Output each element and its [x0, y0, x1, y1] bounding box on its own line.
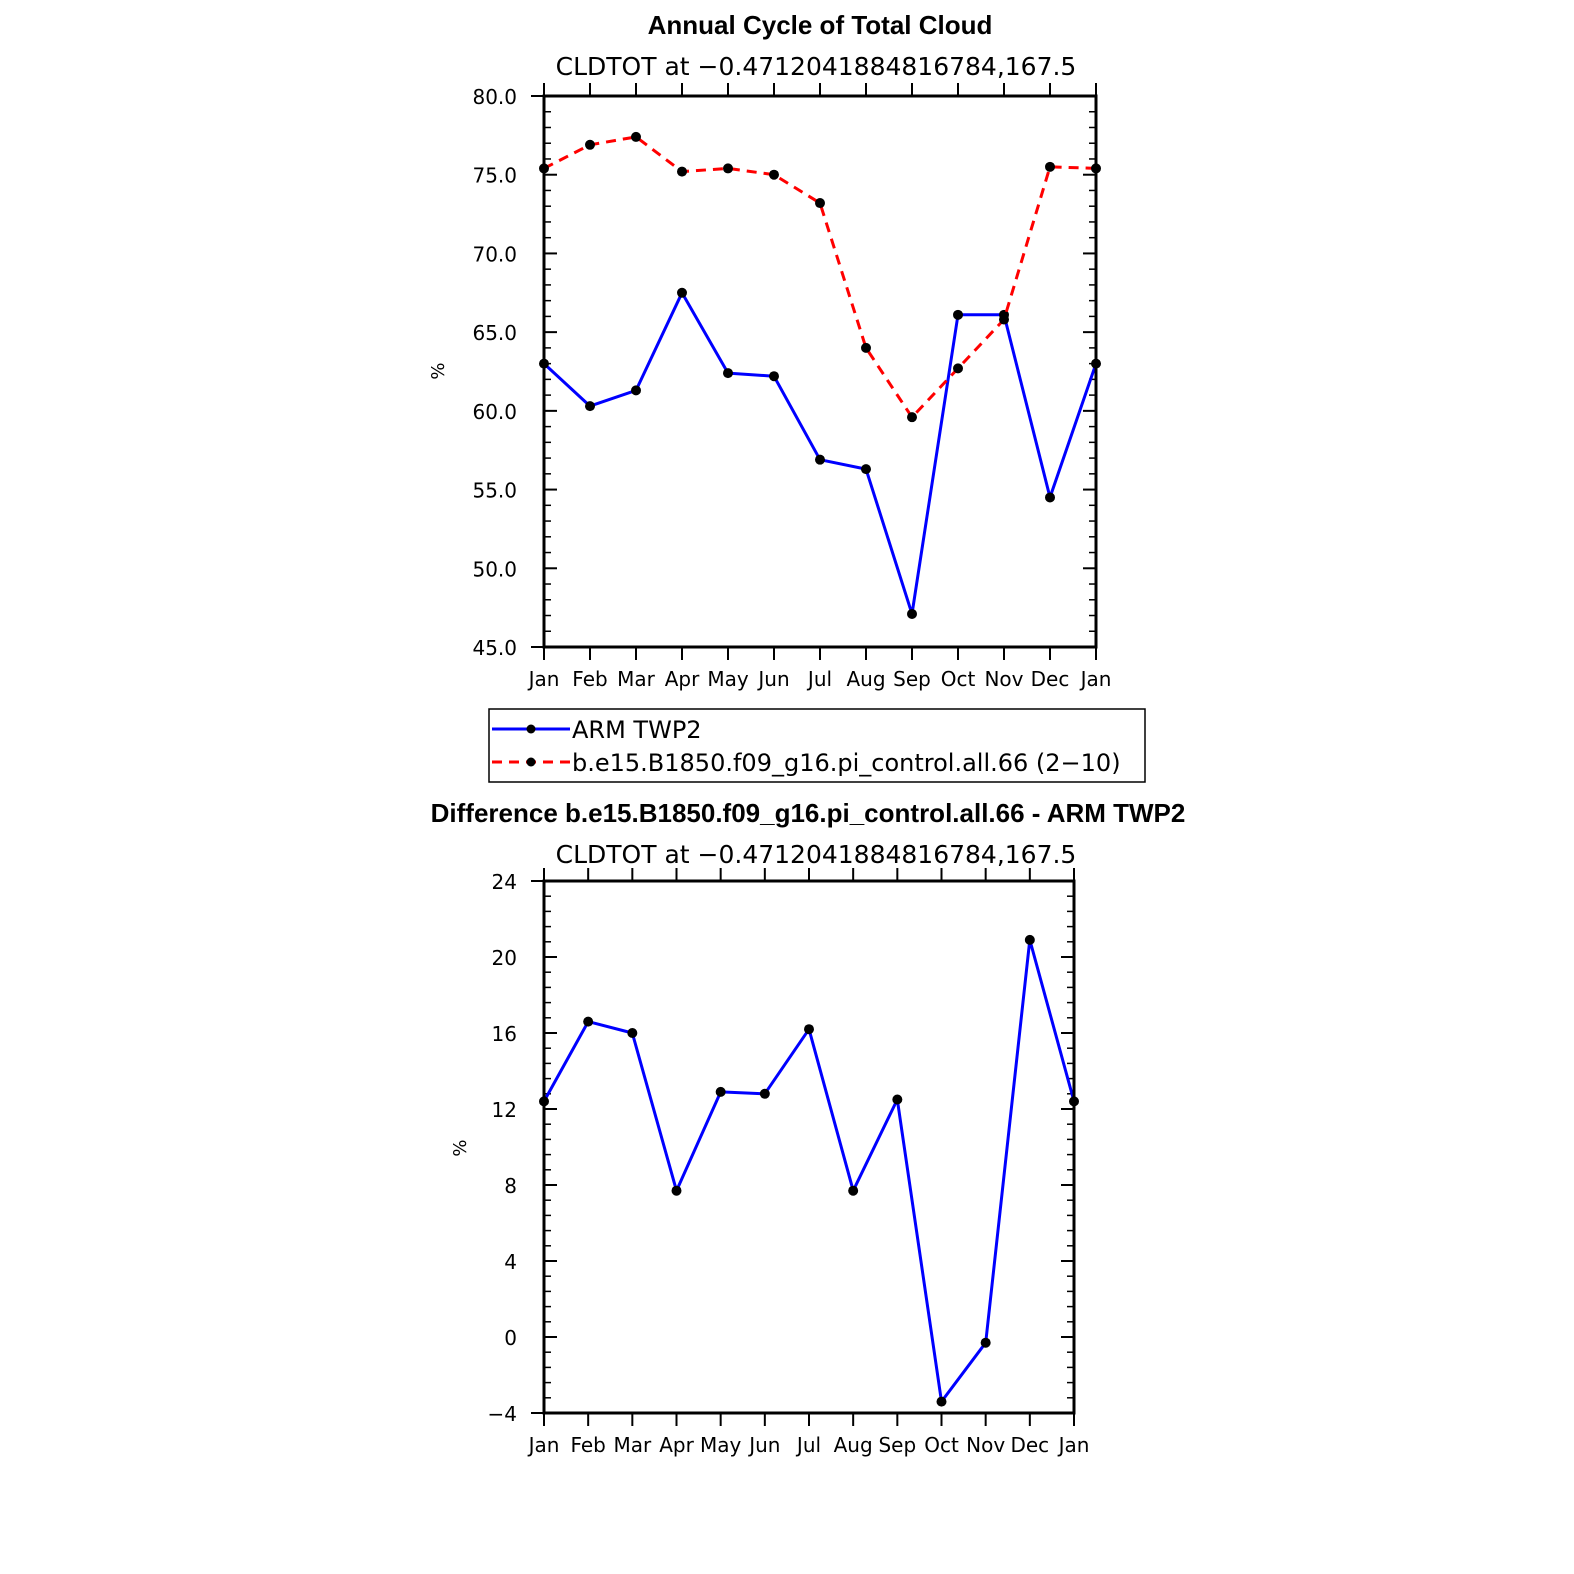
series-point-0	[804, 1024, 814, 1035]
x-tick-label: Mar	[613, 1433, 652, 1457]
annual-cycle-chart: Annual Cycle of Total Cloud CLDTOT at −0…	[428, 10, 1146, 783]
x-tick-label: Nov	[966, 1433, 1005, 1457]
x-tick-label: Jan	[527, 1433, 560, 1457]
plot-frame	[542, 94, 1098, 649]
x-tick-label: Jan	[527, 667, 560, 691]
series-point-1	[815, 198, 825, 209]
chart-subtitle: CLDTOT at −0.4712041884816784,167.5	[556, 52, 1077, 81]
series-line-1	[543, 135, 1097, 419]
series-point-0	[861, 464, 871, 475]
legend-box	[488, 708, 1146, 783]
y-tick-label: 80.0	[472, 85, 517, 109]
series-point-0	[715, 1086, 726, 1097]
y-tick-label: 8	[504, 1174, 517, 1198]
series-point-0	[1024, 934, 1035, 945]
x-tick-label: Nov	[984, 667, 1023, 691]
series-point-1	[953, 363, 963, 374]
y-tick-label: 55.0	[472, 479, 517, 503]
series-point-1	[677, 166, 687, 177]
plot-frame	[542, 879, 1076, 1415]
series-point-0	[583, 1016, 594, 1027]
y-tick-label: 24	[492, 870, 517, 894]
x-tick-label: May	[700, 1433, 742, 1457]
x-tick-label: Jul	[806, 667, 832, 691]
ticks-group: −4 0 4 8 12 16 20 24 Jan Feb Mar Apr May Jun Jul Aug Sep…	[488, 868, 1090, 1457]
series-group	[539, 934, 1079, 1407]
series-point-0	[627, 1028, 638, 1038]
series-point-0	[1045, 492, 1055, 503]
series-point-0	[907, 608, 917, 619]
y-tick-label: 0	[504, 1326, 517, 1350]
x-tick-label: Dec	[1010, 1433, 1049, 1457]
series-point-1	[999, 314, 1009, 325]
legend-label-arm: ARM TWP2	[572, 716, 702, 744]
series-point-1	[907, 412, 917, 423]
y-tick-label: 45.0	[472, 636, 517, 660]
x-tick-label: Apr	[659, 1433, 694, 1457]
y-tick-label: 60.0	[472, 400, 517, 424]
series-point-0	[723, 368, 733, 379]
x-tick-label: Apr	[665, 667, 700, 691]
chart-title: Difference b.e15.B1850.f09_g16.pi_contro…	[431, 798, 1186, 828]
difference-chart: Difference b.e15.B1850.f09_g16.pi_contro…	[431, 798, 1186, 1457]
y-tick-label: 4	[504, 1250, 517, 1274]
x-tick-label: Aug	[834, 1433, 873, 1457]
x-tick-label: Feb	[572, 667, 607, 691]
y-axis-label: %	[428, 362, 449, 379]
series-point-1	[631, 131, 641, 142]
x-tick-label: Jan	[1057, 1433, 1090, 1457]
ticks-group: 45.0 50.0 55.0 60.0 65.0 70.0 75.0 80.0 Jan Feb Ma…	[472, 83, 1111, 691]
series-point-0	[585, 401, 595, 412]
x-tick-label: Feb	[570, 1433, 605, 1457]
legend: ARM TWP2 b.e15.B1850.f09_g16.pi_control.…	[488, 708, 1146, 783]
x-tick-label: Mar	[617, 667, 656, 691]
series-point-0	[848, 1185, 859, 1196]
series-point-1	[723, 163, 733, 174]
series-line-0	[542, 938, 1076, 1404]
series-point-0	[980, 1337, 991, 1348]
series-point-0	[769, 371, 779, 382]
series-point-1	[1045, 161, 1055, 172]
series-line-0	[542, 291, 1098, 616]
x-tick-label: Jan	[1079, 667, 1112, 691]
series-point-1	[861, 342, 871, 353]
y-tick-label: 50.0	[472, 557, 517, 581]
series-point-0	[892, 1094, 903, 1105]
chart-subtitle: CLDTOT at −0.4712041884816784,167.5	[556, 840, 1077, 869]
x-tick-label: Sep	[893, 667, 931, 691]
x-tick-label: Oct	[924, 1433, 959, 1457]
series-point-0	[677, 287, 687, 298]
series-group	[539, 131, 1101, 619]
x-tick-label: Sep	[878, 1433, 916, 1457]
series-point-0	[631, 385, 641, 396]
x-tick-label: Jul	[795, 1433, 821, 1457]
x-tick-label: Jun	[747, 1433, 780, 1457]
series-point-0	[815, 454, 825, 465]
legend-marker-arm	[526, 724, 536, 734]
y-tick-label: 75.0	[472, 164, 517, 188]
y-tick-label: 65.0	[472, 321, 517, 345]
y-tick-label: 16	[492, 1022, 517, 1046]
series-point-0	[953, 309, 963, 320]
x-tick-label: Aug	[846, 667, 885, 691]
series-point-0	[759, 1088, 770, 1099]
series-point-0	[671, 1185, 682, 1196]
x-tick-label: May	[707, 667, 749, 691]
legend-marker-model	[526, 757, 536, 767]
series-point-0	[936, 1396, 947, 1407]
y-tick-label: 70.0	[472, 242, 517, 266]
x-tick-label: Dec	[1031, 667, 1070, 691]
series-point-1	[585, 139, 595, 150]
y-tick-label: 12	[492, 1098, 517, 1122]
legend-label-model: b.e15.B1850.f09_g16.pi_control.all.66 (2…	[572, 749, 1121, 777]
y-axis-label: %	[450, 1139, 471, 1156]
x-tick-label: Jun	[756, 667, 789, 691]
x-tick-label: Oct	[941, 667, 976, 691]
series-point-1	[769, 169, 779, 180]
y-tick-label: 20	[492, 946, 517, 970]
chart-title: Annual Cycle of Total Cloud	[648, 10, 993, 40]
y-tick-label: −4	[488, 1402, 517, 1426]
